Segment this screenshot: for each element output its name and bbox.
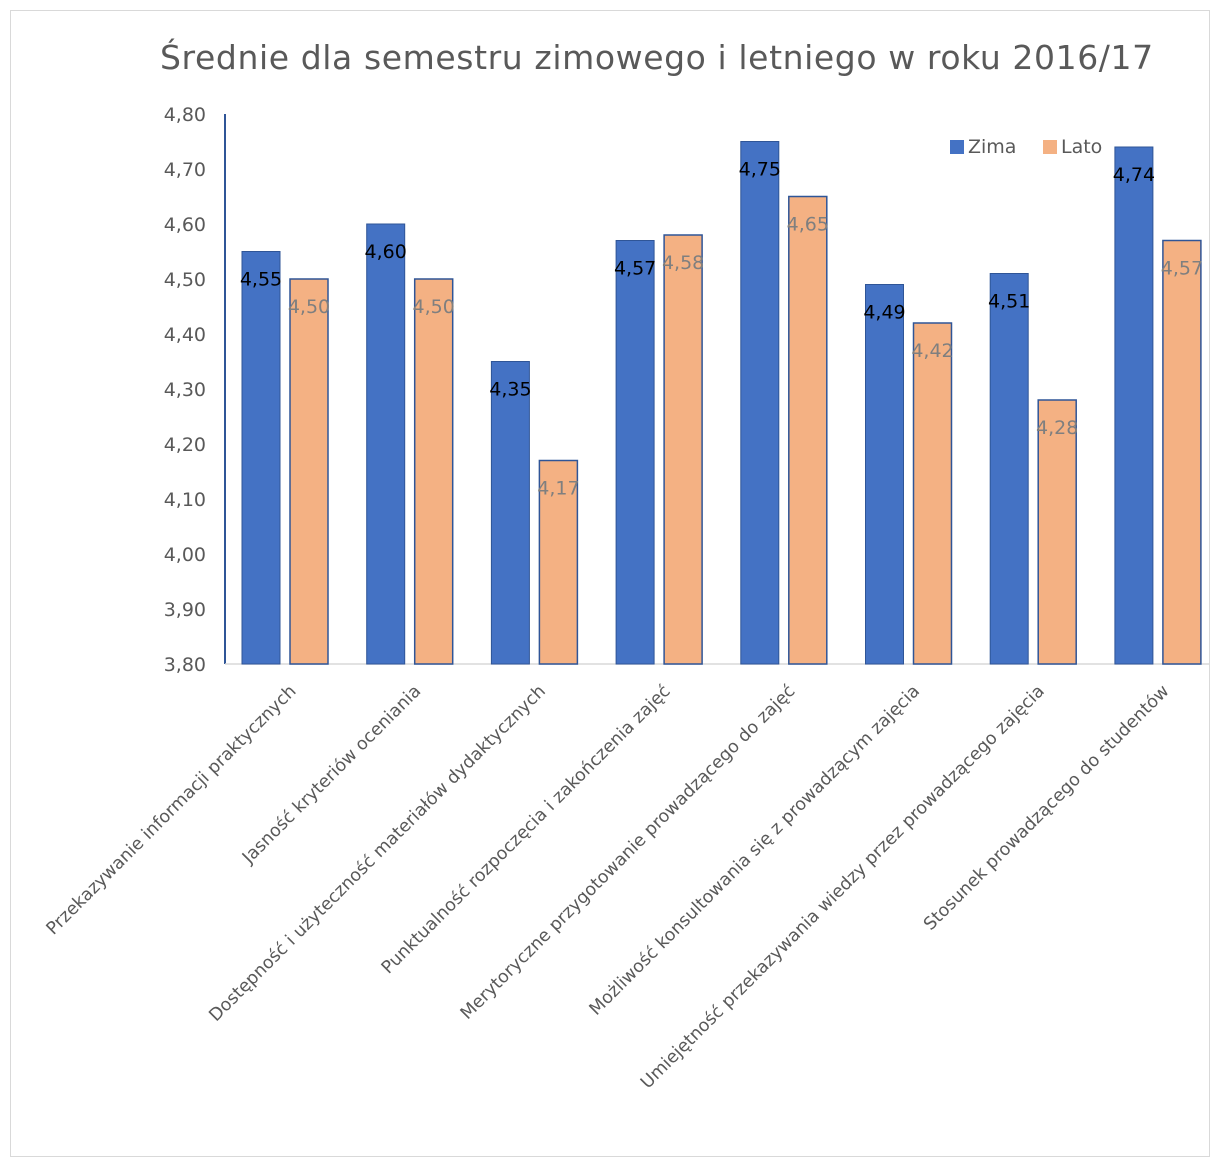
data-label-zima: 4,35 xyxy=(489,379,531,401)
bar-lato xyxy=(413,278,454,665)
data-label-zima: 4,55 xyxy=(240,269,282,291)
y-tick-label: 3,90 xyxy=(164,599,206,621)
legend-swatch-lato xyxy=(1043,140,1057,154)
data-label-lato: 4,28 xyxy=(1036,417,1078,439)
bar-zima xyxy=(1114,146,1154,665)
legend-label-lato: Lato xyxy=(1061,136,1102,158)
y-tick-label: 4,20 xyxy=(164,434,206,456)
bar-lato xyxy=(1162,239,1202,665)
data-label-lato: 4,57 xyxy=(1161,258,1203,280)
data-label-zima: 4,60 xyxy=(365,241,407,263)
y-tick-label: 4,50 xyxy=(164,269,206,291)
data-label-lato: 4,50 xyxy=(413,296,455,318)
bar-lato xyxy=(538,459,579,665)
data-label-zima: 4,49 xyxy=(863,302,905,324)
bar-lato xyxy=(788,195,828,665)
bar-zima xyxy=(615,240,655,665)
category-label: Przekazywanie informacji praktycznych xyxy=(43,681,301,939)
y-tick-label: 4,30 xyxy=(164,379,206,401)
data-label-zima: 4,51 xyxy=(988,291,1030,313)
data-label-lato: 4,65 xyxy=(787,214,829,236)
y-tick-label: 3,80 xyxy=(164,654,206,676)
data-label-lato: 4,50 xyxy=(288,296,330,318)
y-tick-label: 4,80 xyxy=(164,104,206,126)
data-label-zima: 4,74 xyxy=(1113,164,1155,186)
bar-lato xyxy=(912,322,953,665)
y-tick-label: 4,40 xyxy=(164,324,206,346)
y-tick-label: 4,60 xyxy=(164,214,206,236)
data-label-zima: 4,57 xyxy=(614,258,656,280)
y-tick-label: 4,10 xyxy=(164,489,206,511)
y-tick-label: 4,70 xyxy=(164,159,206,181)
legend-label-zima: Zima xyxy=(968,136,1016,158)
data-label-zima: 4,75 xyxy=(739,159,781,181)
category-label: Stosunek prowadzącego do studentów xyxy=(920,681,1173,934)
bar-lato xyxy=(1037,399,1077,665)
data-label-lato: 4,58 xyxy=(662,252,704,274)
legend-swatch-zima xyxy=(950,140,964,154)
chart-title: Średnie dla semestru zimowego i letniego… xyxy=(160,38,1154,77)
data-label-lato: 4,17 xyxy=(537,478,579,500)
bar-zima xyxy=(241,251,281,665)
bar-zima xyxy=(989,273,1029,665)
category-label: Punktualność rozpoczęcia i zakończenia z… xyxy=(378,681,675,978)
y-tick-label: 4,00 xyxy=(164,544,206,566)
bar-lato xyxy=(663,234,703,665)
bar-zima xyxy=(490,361,530,665)
bar-lato xyxy=(289,278,329,665)
bar-zima xyxy=(740,141,780,665)
data-label-lato: 4,42 xyxy=(911,340,953,362)
bar-zima xyxy=(366,223,406,665)
category-label: Umiejętność przekazywania wiedzy przez p… xyxy=(637,681,1049,1093)
bar-zima xyxy=(865,284,904,665)
